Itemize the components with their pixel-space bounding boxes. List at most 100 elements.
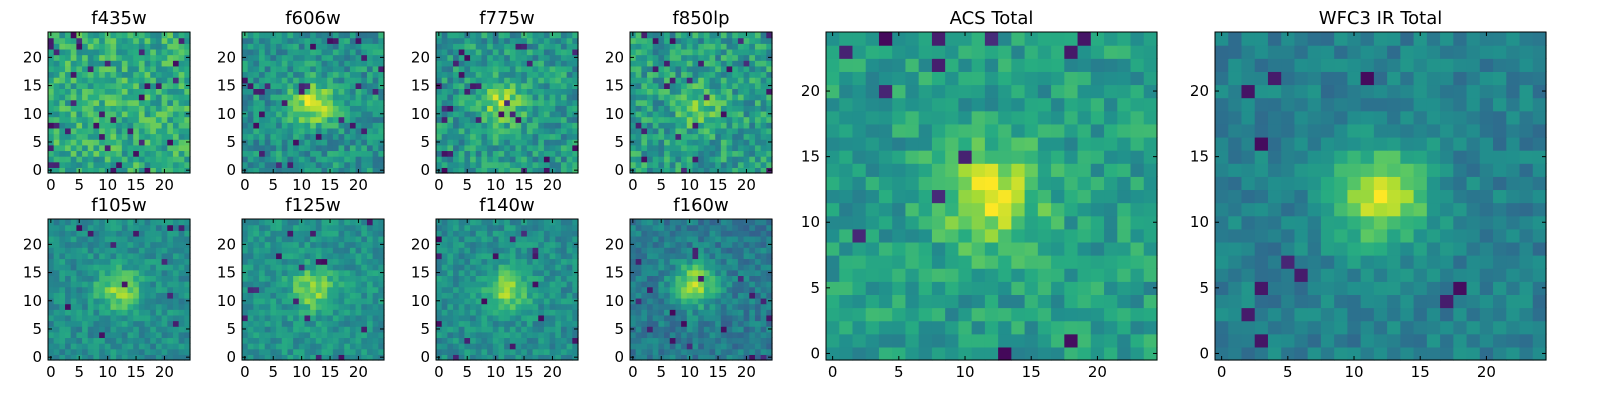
heatmap-cell — [155, 343, 163, 350]
heatmap-cell — [155, 258, 163, 265]
heatmap-cell — [635, 60, 642, 67]
heatmap-cell — [361, 150, 368, 157]
heatmap-cell — [287, 54, 294, 61]
heatmap-cell — [470, 269, 477, 276]
heatmap-cell — [754, 88, 762, 95]
heatmap-cell — [287, 303, 294, 310]
heatmap-cell — [549, 105, 556, 112]
heatmap-cell — [93, 264, 100, 271]
heatmap-cell — [543, 230, 551, 237]
heatmap-cell — [155, 37, 163, 44]
heatmap-cell — [641, 144, 648, 152]
heatmap-cell — [144, 343, 151, 350]
heatmap-cell — [310, 139, 317, 146]
heatmap-cell — [293, 122, 300, 129]
heatmap-cell — [766, 331, 773, 339]
heatmap-cell — [526, 303, 534, 310]
heatmap-cell — [681, 32, 688, 39]
heatmap-cell — [138, 354, 146, 361]
heatmap-cell — [121, 348, 129, 355]
heatmap-cell — [321, 219, 328, 226]
heatmap-cell — [338, 269, 345, 276]
heatmap-cell — [133, 43, 140, 50]
heatmap-cell — [65, 122, 72, 129]
heatmap-cell — [669, 88, 677, 95]
heatmap-cell — [737, 275, 745, 282]
heatmap-cell — [378, 247, 385, 254]
heatmap-cell — [555, 314, 562, 322]
heatmap-cell — [720, 32, 728, 39]
heatmap-cell — [664, 331, 671, 339]
y-tick-label: 15 — [217, 77, 236, 95]
heatmap-cell — [720, 110, 728, 118]
heatmap-cell — [110, 161, 117, 168]
heatmap-cell — [732, 303, 739, 310]
heatmap-cell — [104, 303, 112, 310]
heatmap-cell — [743, 309, 750, 316]
heatmap-cell — [310, 258, 317, 265]
heatmap-cell — [93, 82, 100, 89]
heatmap-cell — [116, 348, 123, 355]
heatmap-cell — [366, 292, 374, 299]
heatmap-cell — [87, 77, 95, 84]
heatmap-cell — [298, 150, 306, 157]
heatmap-cell — [630, 65, 637, 73]
heatmap-cell — [65, 77, 72, 84]
heatmap-cell — [378, 303, 385, 310]
heatmap-cell — [138, 88, 146, 95]
heatmap-cell — [276, 32, 283, 39]
heatmap-cell — [737, 82, 745, 89]
heatmap-cell — [298, 331, 306, 339]
heatmap-cell — [441, 303, 448, 310]
heatmap-cell — [298, 241, 306, 248]
heatmap-cell — [447, 71, 454, 78]
heatmap-cell — [754, 343, 762, 350]
heatmap-cell — [647, 32, 654, 39]
heatmap-cell — [453, 82, 460, 89]
heatmap-cell — [287, 354, 294, 361]
heatmap-cell — [338, 161, 345, 168]
heatmap-cell — [652, 99, 659, 106]
x-tick-label: 0 — [240, 363, 250, 381]
heatmap-cell — [664, 82, 671, 89]
heatmap-cell — [560, 247, 568, 254]
heatmap-cell — [310, 292, 317, 299]
heatmap-cell — [453, 60, 460, 67]
heatmap-cell — [572, 337, 579, 344]
heatmap-cell — [264, 77, 271, 84]
heatmap-cell — [372, 252, 379, 260]
heatmap-cell — [515, 144, 522, 152]
heatmap-cell — [458, 150, 465, 157]
heatmap-cell — [93, 303, 100, 310]
heatmap-cell — [70, 122, 77, 129]
heatmap-cell — [344, 43, 351, 50]
heatmap-cell — [242, 314, 249, 322]
heatmap-cell — [65, 258, 72, 265]
heatmap-cell — [310, 65, 317, 73]
heatmap-cell — [458, 252, 465, 260]
heatmap-cell — [315, 224, 323, 231]
heatmap-cell — [475, 258, 483, 265]
heatmap-cell — [521, 161, 528, 168]
heatmap-cell — [549, 252, 556, 260]
heatmap-cell — [247, 88, 254, 95]
heatmap-cell — [121, 354, 129, 361]
heatmap-cell — [253, 292, 260, 299]
heatmap-cell — [458, 60, 465, 67]
heatmap-cell — [675, 122, 682, 129]
heatmap-cell — [560, 314, 568, 322]
heatmap-cell — [264, 48, 271, 56]
heatmap-cell — [138, 348, 146, 355]
heatmap-cell — [436, 71, 443, 78]
heatmap-cell — [349, 150, 357, 157]
heatmap-cell — [641, 167, 648, 174]
heatmap-cell — [681, 331, 688, 339]
heatmap-cell — [270, 343, 277, 350]
heatmap-cell — [48, 292, 55, 299]
x-tick-label: 0 — [434, 176, 444, 194]
heatmap-cell — [743, 326, 750, 333]
heatmap-cell — [150, 48, 157, 56]
heatmap-cell — [560, 60, 568, 67]
heatmap-cell — [681, 82, 688, 89]
